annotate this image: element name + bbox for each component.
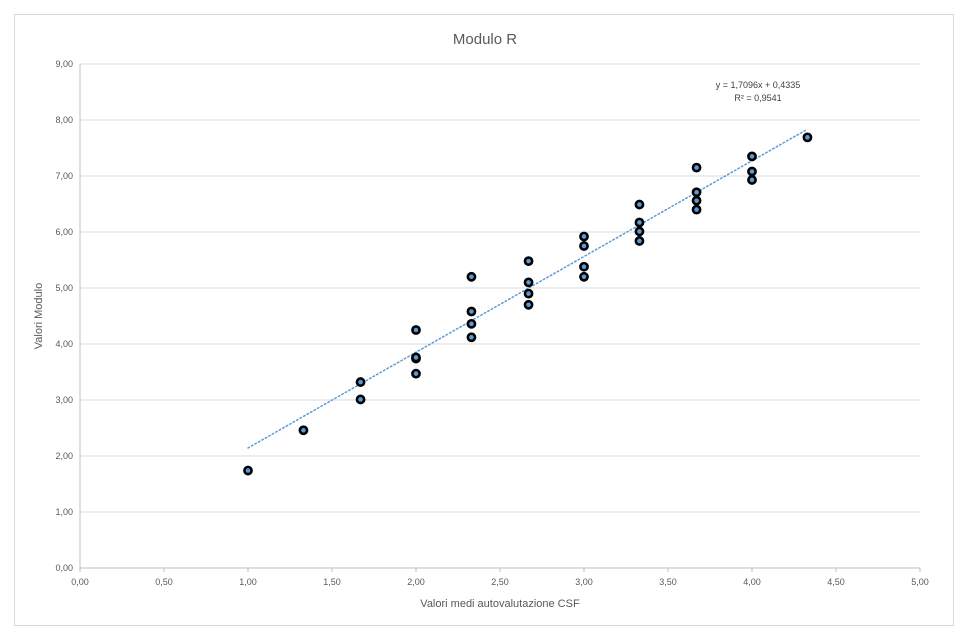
scatter-point — [634, 199, 645, 210]
trendline-r-squared: R² = 0,9541 — [734, 93, 781, 103]
y-tick-label: 9,00 — [55, 59, 73, 69]
x-tick-label: 1,50 — [323, 577, 341, 587]
scatter-point — [691, 204, 702, 215]
scatter-point — [634, 226, 645, 237]
scatter-point — [298, 425, 309, 436]
scatter-point — [411, 368, 421, 379]
scatter-point — [466, 332, 477, 343]
x-tick-label: 2,50 — [491, 577, 509, 587]
y-tick-label: 0,00 — [55, 563, 73, 573]
scatter-point — [243, 465, 253, 476]
y-tick-label: 3,00 — [55, 395, 73, 405]
chart-title: Modulo R — [453, 31, 517, 48]
x-tick-label: 1,00 — [239, 577, 257, 587]
scatter-point — [523, 256, 534, 267]
x-tick-label: 4,50 — [827, 577, 845, 587]
scatter-point — [579, 241, 589, 251]
x-tick-label: 2,00 — [407, 577, 425, 587]
scatter-point — [579, 261, 589, 272]
scatter-point — [411, 352, 421, 363]
x-axis-title: Valori medi autovalutazione CSF — [420, 598, 580, 610]
y-tick-label: 8,00 — [55, 115, 73, 125]
x-tick-label: 4,00 — [743, 577, 761, 587]
y-axis-title: Valori Modulo — [33, 283, 45, 349]
scatter-point — [466, 318, 477, 329]
x-tick-label: 3,50 — [659, 577, 677, 587]
scatter-point — [691, 162, 702, 173]
scatter-point — [691, 187, 702, 198]
scatter-point — [634, 236, 645, 246]
y-tick-label: 7,00 — [55, 171, 73, 181]
scatter-point — [466, 271, 477, 282]
chart-area — [14, 14, 954, 626]
scatter-point — [466, 306, 477, 317]
x-tick-label: 0,00 — [71, 577, 89, 587]
scatter-point — [411, 325, 421, 335]
scatter-point — [802, 132, 813, 143]
x-tick-label: 0,50 — [155, 577, 173, 587]
scatter-point — [523, 277, 534, 288]
scatter-point — [355, 377, 366, 387]
scatter-point — [747, 175, 757, 185]
gridlines — [80, 63, 920, 513]
trendline-equation: y = 1,7096x + 0,4335 — [716, 80, 801, 90]
scatter-point — [579, 231, 589, 242]
scatter-point — [523, 288, 534, 299]
scatter-point — [691, 195, 702, 206]
y-tick-label: 1,00 — [55, 507, 73, 517]
y-tick-label: 2,00 — [55, 451, 73, 461]
y-tick-label: 6,00 — [55, 227, 73, 237]
x-tick-label: 5,00 — [911, 577, 929, 587]
scatter-point — [579, 271, 589, 282]
y-tick-label: 5,00 — [55, 283, 73, 293]
data-points — [243, 132, 813, 476]
trendline — [247, 128, 809, 449]
x-tick-label: 3,00 — [575, 577, 593, 587]
tick-labels: 0,00 1,00 2,00 3,00 4,00 5,00 6,00 7,00 8,00 9,00… — [55, 59, 928, 587]
scatter-point — [747, 166, 757, 177]
axes — [79, 64, 921, 572]
scatter-point — [355, 394, 366, 405]
scatter-point — [747, 151, 757, 162]
y-tick-label: 4,00 — [55, 339, 73, 349]
scatter-point — [523, 299, 534, 310]
scatter-point — [634, 217, 645, 228]
trendline-path — [247, 128, 809, 449]
